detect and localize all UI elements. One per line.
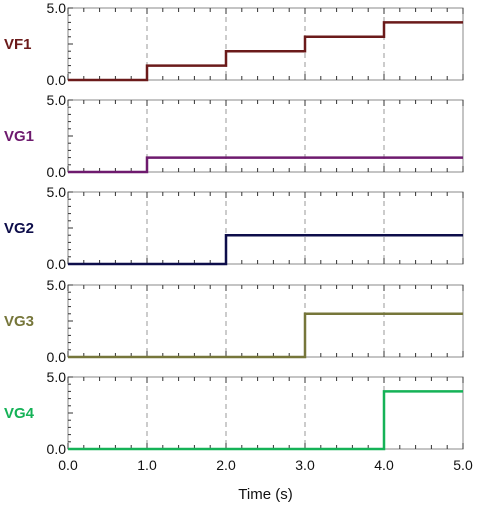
series-line-vf1 bbox=[68, 21, 463, 82]
series-line-vg4 bbox=[68, 390, 463, 451]
x-tick-label: 1.0 bbox=[137, 457, 157, 473]
x-tick-label: 0.0 bbox=[58, 457, 78, 473]
series-label-vg2: VG2 bbox=[4, 220, 34, 237]
x-tick-label: 5.0 bbox=[453, 457, 473, 473]
series-label-vg4: VG4 bbox=[4, 405, 35, 422]
series-line-vg2 bbox=[68, 233, 463, 266]
x-tick-label: 4.0 bbox=[374, 457, 394, 473]
panel-frame-vg4 bbox=[67, 376, 464, 450]
panel-frame-vf1 bbox=[67, 7, 464, 81]
y-tick-label: 0.0 bbox=[47, 256, 67, 272]
y-tick-label: 0.0 bbox=[47, 72, 67, 88]
y-tick-label: 5.0 bbox=[47, 92, 67, 108]
y-tick-label: 0.0 bbox=[47, 164, 67, 180]
panel-frame-vg1 bbox=[67, 99, 464, 173]
y-tick-label: 5.0 bbox=[47, 0, 67, 16]
y-tick-label: 5.0 bbox=[47, 277, 67, 293]
y-tick-label: 5.0 bbox=[47, 184, 67, 200]
series-label-vg1: VG1 bbox=[4, 128, 34, 145]
series-line-vg3 bbox=[68, 312, 463, 359]
panel-frame-vg3 bbox=[67, 284, 464, 358]
series-line-vg1 bbox=[68, 156, 463, 174]
x-tick-label: 2.0 bbox=[216, 457, 236, 473]
series-label-vf1: VF1 bbox=[4, 36, 32, 53]
x-tick-label: 3.0 bbox=[295, 457, 315, 473]
y-tick-label: 0.0 bbox=[47, 441, 67, 457]
x-axis-title: Time (s) bbox=[238, 486, 292, 503]
panel-frame-vg2 bbox=[67, 191, 464, 265]
series-label-vg3: VG3 bbox=[4, 313, 34, 330]
y-tick-label: 5.0 bbox=[47, 369, 67, 385]
y-tick-label: 0.0 bbox=[47, 349, 67, 365]
